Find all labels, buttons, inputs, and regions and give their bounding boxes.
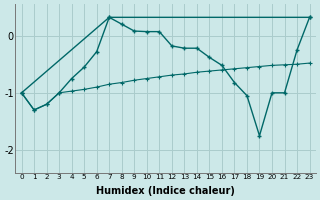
X-axis label: Humidex (Indice chaleur): Humidex (Indice chaleur) [96,186,235,196]
